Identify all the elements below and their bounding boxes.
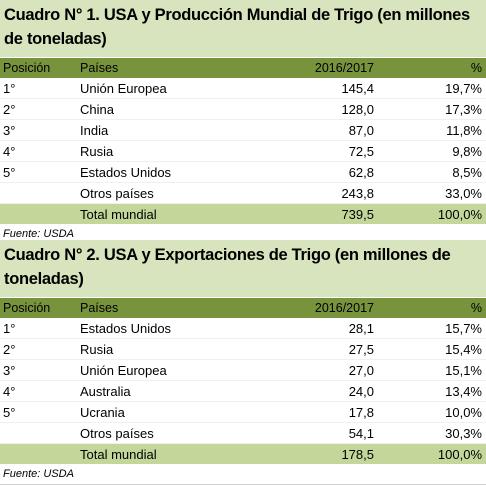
cell-value: 178,5 [341, 446, 374, 462]
cell-country: China [80, 101, 114, 117]
table-row: 4° Australia 24,0 13,4% [0, 381, 486, 402]
cell-country: India [80, 122, 109, 138]
cell-country: Unión Europea [80, 80, 167, 96]
source-note: Fuente: USDA [0, 464, 486, 485]
cell-percent: 11,8% [446, 122, 482, 138]
table-row: 2° Rusia 27,5 15,4% [0, 339, 486, 360]
cell-percent: 15,4% [445, 341, 482, 357]
cell-percent: 15,7% [445, 320, 482, 336]
cell-position: 2° [3, 341, 16, 357]
table-header: Posición Países 2016/2017 % [0, 57, 486, 78]
table-production: Cuadro N° 1. USA y Producción Mundial de… [0, 0, 486, 245]
cell-value: 27,5 [348, 341, 374, 357]
cell-position: 4° [3, 143, 16, 159]
cell-country: Ucrania [80, 404, 125, 420]
header-percent: % [470, 301, 482, 315]
table-row: 1° Estados Unidos 28,1 15,7% [0, 318, 486, 339]
cell-value: 24,0 [348, 383, 374, 399]
cell-percent: 8,5% [452, 164, 482, 180]
table-header: Posición Países 2016/2017 % [0, 297, 486, 318]
header-position: Posición [3, 61, 51, 75]
cell-country: Otros países [80, 425, 154, 441]
table-row: 2° China 128,0 17,3% [0, 99, 486, 120]
cell-value: 145,4 [341, 80, 374, 96]
header-country: Países [80, 301, 119, 315]
cell-position: 3° [3, 122, 16, 138]
cell-country: Rusia [80, 341, 114, 357]
cell-value: 62,8 [348, 164, 374, 180]
table-title: Cuadro N° 1. USA y Producción Mundial de… [0, 0, 486, 57]
table-row: 5° Ucrania 17,8 10,0% [0, 402, 486, 423]
cell-percent: 15,1% [445, 362, 482, 378]
cell-percent: 19,7% [445, 80, 482, 96]
header-percent: % [470, 61, 482, 75]
cell-position: 3° [3, 362, 16, 378]
cell-position: 1° [3, 80, 16, 96]
cell-percent: 10,0% [445, 404, 482, 420]
table-title: Cuadro N° 2. USA y Exportaciones de Trig… [0, 240, 486, 297]
header-position: Posición [3, 301, 51, 315]
cell-percent: 100,0% [437, 446, 482, 462]
cell-value: 128,0 [341, 101, 374, 117]
table-total-row: Total mundial 178,5 100,0% [0, 444, 486, 464]
cell-country: Unión Europea [80, 362, 167, 378]
cell-country: Estados Unidos [80, 164, 172, 180]
cell-country: Total mundial [80, 446, 157, 462]
cell-value: 87,0 [348, 122, 374, 138]
table-row: 3° India 87,0 11,8% [0, 120, 486, 141]
cell-position: 5° [3, 164, 16, 180]
table-row: 3° Unión Europea 27,0 15,1% [0, 360, 486, 381]
cell-country: Estados Unidos [80, 320, 172, 336]
cell-country: Total mundial [80, 206, 157, 222]
cell-position: 4° [3, 383, 16, 399]
cell-value: 739,5 [341, 206, 374, 222]
cell-country: Rusia [80, 143, 114, 159]
cell-percent: 33,0% [445, 185, 482, 201]
cell-value: 17,8 [348, 404, 374, 420]
cell-value: 72,5 [348, 143, 374, 159]
cell-position: 5° [3, 404, 16, 420]
cell-value: 54,1 [348, 425, 374, 441]
cell-percent: 17,3% [445, 101, 482, 117]
cell-value: 27,0 [348, 362, 374, 378]
header-country: Países [80, 61, 119, 75]
cell-percent: 13,4% [445, 383, 482, 399]
header-period: 2016/2017 [314, 301, 374, 315]
table-row: 4° Rusia 72,5 9,8% [0, 141, 486, 162]
cell-country: Otros países [80, 185, 154, 201]
cell-value: 243,8 [341, 185, 374, 201]
cell-position: 2° [3, 101, 16, 117]
cell-percent: 30,3% [445, 425, 482, 441]
cell-position: 1° [3, 320, 16, 336]
cell-percent: 100,0% [437, 206, 482, 222]
cell-value: 28,1 [348, 320, 374, 336]
cell-country: Australia [80, 383, 131, 399]
table-row: Otros países 54,1 30,3% [0, 423, 486, 444]
table-row: 1° Unión Europea 145,4 19,7% [0, 78, 486, 99]
table-total-row: Total mundial 739,5 100,0% [0, 204, 486, 224]
table-row: Otros países 243,8 33,0% [0, 183, 486, 204]
table-row: 5° Estados Unidos 62,8 8,5% [0, 162, 486, 183]
cell-percent: 9,8% [452, 143, 482, 159]
table-exports: Cuadro N° 2. USA y Exportaciones de Trig… [0, 240, 486, 485]
header-period: 2016/2017 [314, 61, 374, 75]
